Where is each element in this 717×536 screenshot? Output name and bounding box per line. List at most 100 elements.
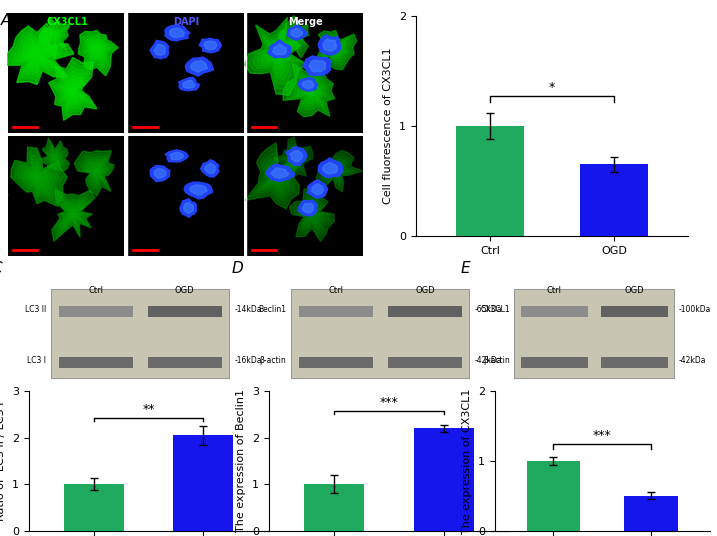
- Polygon shape: [52, 62, 94, 116]
- Text: DAPI: DAPI: [174, 17, 199, 27]
- Polygon shape: [316, 151, 362, 192]
- Polygon shape: [326, 161, 348, 181]
- Bar: [388, 306, 462, 317]
- Text: ***: ***: [379, 397, 399, 410]
- Text: β-actin: β-actin: [260, 356, 286, 366]
- Polygon shape: [323, 39, 336, 51]
- Polygon shape: [95, 169, 98, 174]
- Text: β-actin: β-actin: [483, 356, 510, 366]
- Polygon shape: [257, 156, 292, 197]
- Text: LC3 II: LC3 II: [25, 306, 46, 315]
- Polygon shape: [54, 157, 57, 160]
- Text: -14kDa: -14kDa: [234, 306, 262, 315]
- Polygon shape: [54, 192, 92, 238]
- Polygon shape: [42, 138, 70, 171]
- Polygon shape: [301, 200, 323, 227]
- Bar: [64, 484, 124, 531]
- Text: CX3CL1: CX3CL1: [46, 17, 87, 27]
- Polygon shape: [62, 202, 84, 227]
- Polygon shape: [86, 161, 105, 183]
- Bar: [174, 435, 234, 531]
- Polygon shape: [85, 37, 110, 65]
- Polygon shape: [283, 64, 335, 117]
- Polygon shape: [7, 27, 69, 80]
- Polygon shape: [75, 151, 114, 196]
- Polygon shape: [34, 51, 41, 57]
- Polygon shape: [315, 33, 354, 67]
- Polygon shape: [321, 156, 356, 187]
- Polygon shape: [305, 85, 317, 97]
- Polygon shape: [58, 70, 87, 109]
- Polygon shape: [328, 41, 343, 56]
- Polygon shape: [280, 18, 307, 55]
- Polygon shape: [43, 21, 67, 53]
- Polygon shape: [295, 193, 328, 234]
- Polygon shape: [321, 37, 348, 61]
- Polygon shape: [65, 79, 82, 101]
- Polygon shape: [290, 71, 329, 110]
- Bar: [601, 306, 668, 317]
- Bar: [59, 357, 133, 368]
- Text: OGD: OGD: [415, 286, 435, 295]
- Polygon shape: [42, 19, 69, 56]
- Text: ***: ***: [593, 429, 612, 442]
- Polygon shape: [89, 163, 103, 180]
- Polygon shape: [184, 182, 213, 199]
- Polygon shape: [21, 39, 55, 69]
- Polygon shape: [290, 31, 298, 41]
- Polygon shape: [78, 31, 118, 76]
- Polygon shape: [273, 50, 279, 58]
- Polygon shape: [80, 33, 115, 72]
- Polygon shape: [25, 43, 50, 65]
- Bar: [601, 357, 668, 368]
- Polygon shape: [290, 154, 298, 163]
- Polygon shape: [333, 46, 338, 50]
- Polygon shape: [150, 40, 168, 58]
- Polygon shape: [50, 151, 60, 163]
- Polygon shape: [311, 184, 323, 195]
- Polygon shape: [31, 170, 44, 184]
- Polygon shape: [204, 41, 217, 50]
- Bar: [456, 126, 524, 236]
- Polygon shape: [49, 29, 60, 44]
- Polygon shape: [269, 169, 282, 184]
- Bar: [128, 13, 244, 133]
- Polygon shape: [47, 26, 62, 47]
- Polygon shape: [290, 187, 334, 241]
- Polygon shape: [279, 16, 309, 58]
- Polygon shape: [78, 31, 118, 76]
- Bar: [521, 357, 588, 368]
- Polygon shape: [68, 209, 78, 220]
- Polygon shape: [287, 151, 300, 166]
- Polygon shape: [150, 166, 170, 182]
- Polygon shape: [316, 151, 362, 192]
- Polygon shape: [265, 41, 287, 69]
- Polygon shape: [90, 41, 105, 58]
- Polygon shape: [92, 44, 102, 54]
- Polygon shape: [318, 158, 343, 177]
- Polygon shape: [282, 21, 305, 52]
- Bar: [9, 13, 124, 133]
- Bar: [148, 357, 222, 368]
- Text: -100kDa: -100kDa: [679, 306, 711, 315]
- Polygon shape: [298, 78, 318, 91]
- Polygon shape: [154, 44, 165, 55]
- Text: Ctrl: Ctrl: [0, 68, 6, 77]
- Bar: [304, 484, 364, 531]
- Polygon shape: [16, 35, 60, 73]
- Polygon shape: [71, 212, 75, 217]
- Polygon shape: [52, 154, 58, 161]
- Polygon shape: [285, 23, 303, 49]
- Polygon shape: [287, 67, 332, 114]
- Polygon shape: [11, 31, 65, 77]
- Polygon shape: [318, 35, 341, 55]
- Polygon shape: [325, 39, 346, 58]
- Polygon shape: [28, 166, 48, 188]
- Text: C: C: [0, 261, 2, 276]
- Polygon shape: [95, 46, 99, 50]
- Polygon shape: [329, 163, 346, 178]
- Polygon shape: [65, 205, 81, 224]
- Polygon shape: [265, 165, 285, 189]
- Polygon shape: [45, 143, 66, 168]
- Polygon shape: [42, 138, 70, 171]
